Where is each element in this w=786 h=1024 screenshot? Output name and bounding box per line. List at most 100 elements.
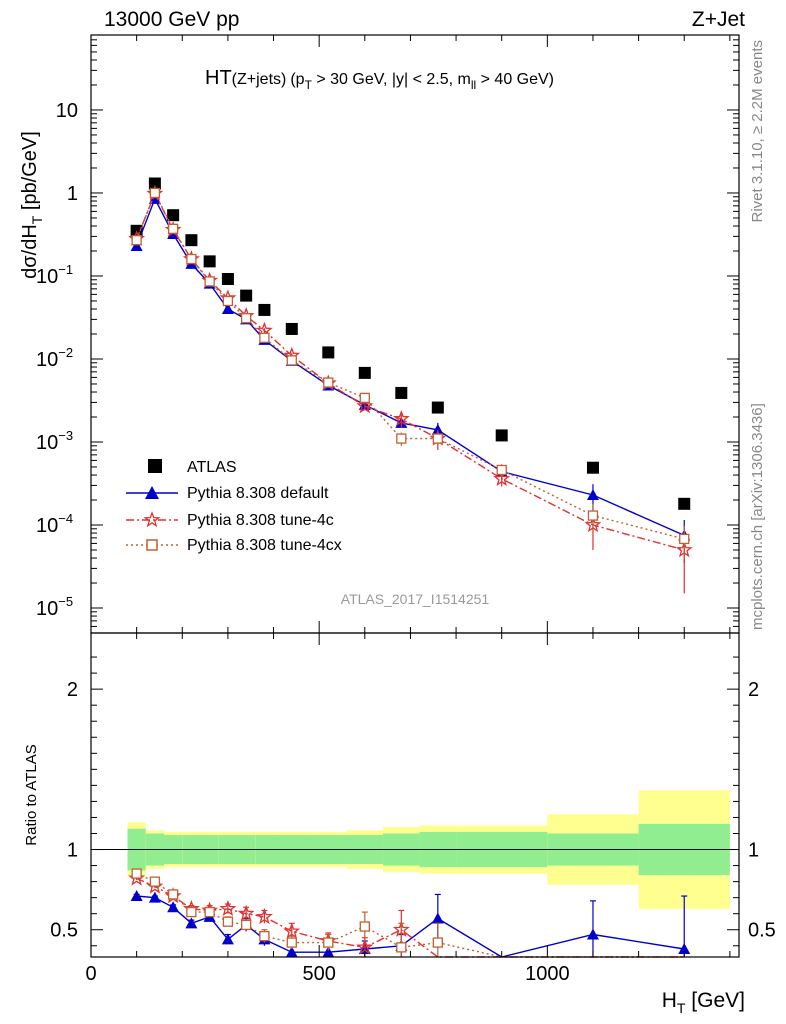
main-point-tune4cx	[259, 332, 270, 343]
legend-marker-tune4c	[143, 511, 161, 528]
main-y-tick-label: 10−3	[36, 428, 73, 454]
main-point-default	[148, 192, 161, 204]
x-axis-label: HT [GeV]	[662, 989, 745, 1016]
ratio-point-tune4cx	[359, 921, 370, 932]
main-y-label-sub: T	[29, 215, 45, 224]
tick-base: 10	[36, 266, 58, 288]
legend-marker-default	[145, 486, 159, 499]
main-point-tune4cx	[359, 392, 370, 404]
main-line-default	[135, 197, 685, 537]
main-point-tune4c	[493, 469, 511, 486]
main-point-tune4cx	[186, 253, 197, 265]
ratio-point-default	[431, 912, 444, 924]
ratio-point-default	[322, 946, 335, 958]
title-cond2: > 40 GeV)	[476, 71, 554, 88]
main-point-tune4cx	[323, 377, 334, 388]
title-pt-sub: T	[305, 78, 313, 92]
ratio-line-tune4cx	[136, 872, 685, 958]
ratio-point-default	[185, 917, 198, 929]
main-point-default	[130, 239, 143, 251]
main-point-tune4cx	[286, 355, 297, 366]
main-point-tune4cx	[587, 510, 599, 521]
x-label-h: H	[662, 989, 677, 1012]
legend-marker-tune4cx	[146, 539, 158, 551]
main-point-atlas	[240, 289, 253, 302]
ratio-point-tune4cx	[396, 942, 407, 953]
ratio-point-tune4cx	[204, 906, 215, 918]
main-point-tune4cx	[679, 533, 690, 545]
tick-exponent: −1	[58, 262, 73, 277]
main-point-tune4c	[356, 397, 374, 414]
rivet-label: Rivet 3.1.10, ≥ 2.2M events	[749, 40, 766, 223]
analysis-id: ATLAS_2017_I1514251	[341, 591, 490, 607]
x-tick-label: 500	[302, 963, 335, 985]
ratio-point-default	[586, 928, 599, 940]
ratio-y-tick-label-right: 1	[748, 840, 759, 862]
ratio-y-tick-label: 0.5	[50, 920, 78, 942]
ratio-y-label: Ratio to ATLAS	[23, 744, 40, 845]
ratio-point-tune4cx	[131, 868, 142, 879]
main-line-tune4cx	[135, 191, 685, 540]
ratio-y-tick-label: 2	[67, 679, 78, 701]
main-y-tick-label: 10−2	[36, 345, 73, 371]
ratio-point-tune4cx	[323, 937, 334, 948]
tick-exponent: −2	[58, 345, 73, 360]
ratio-panel: 0.5 0.5 1 1 2 2 0 500 1000 Ratio to ATLAS HT [Ge…	[23, 632, 776, 1016]
title-cond1: > 30 GeV, |y| < 2.5, m	[312, 71, 471, 88]
main-marks	[128, 177, 693, 594]
legend: ATLAS Pythia 8.308 default Pythia 8.308 …	[126, 459, 342, 554]
tick-exponent: −5	[58, 594, 73, 609]
x-tick-label: 0	[85, 963, 96, 985]
main-point-tune4c	[392, 410, 410, 426]
main-point-atlas	[358, 366, 371, 379]
main-point-atlas	[167, 209, 180, 222]
ratio-point-tune4c	[237, 904, 255, 921]
main-y-tick-label: 10−5	[36, 594, 73, 620]
main-y-label-text: dσ/dH	[19, 224, 41, 279]
main-y-tick-label: 10	[56, 100, 78, 122]
ratio-point-tune4cx	[222, 916, 234, 927]
ratio-point-default	[130, 890, 143, 902]
main-point-tune4cx	[204, 276, 215, 287]
plot-title: HT(Z+jets) (pT > 30 GeV, |y| < 2.5, mll >…	[205, 67, 554, 92]
ratio-frame	[90, 632, 740, 958]
main-y-tick-label: 10−4	[36, 511, 73, 537]
tick-base: 10	[36, 598, 58, 620]
main-point-atlas	[678, 497, 691, 510]
ratio-line-default	[136, 895, 685, 958]
main-y-label: dσ/dHT [pb/GeV]	[19, 131, 45, 279]
ratio-point-tune4cx	[149, 876, 161, 887]
title-ll-sub: ll	[471, 78, 476, 92]
legend-star-shape	[143, 511, 161, 528]
title-ht: HT	[205, 67, 232, 89]
main-point-atlas	[431, 401, 444, 414]
ratio-marks	[128, 868, 691, 958]
tick-base: 1	[67, 183, 78, 205]
main-point-default	[431, 423, 444, 435]
ratio-point-default	[221, 933, 234, 945]
tick-exponent: −4	[58, 511, 73, 526]
legend-label-tune4cx: Pythia 8.308 tune-4cx	[187, 537, 342, 554]
ratio-point-tune4cx	[259, 930, 270, 942]
energy-label: 13000 GeV pp	[104, 8, 239, 31]
title-paren: (p	[290, 71, 304, 88]
ratio-point-tune4c	[356, 938, 374, 955]
ratio-point-default	[167, 901, 180, 913]
ratio-point-tune4c	[256, 908, 273, 925]
mcplots-label: mcplots.cern.ch [arXiv:1306.3436]	[749, 403, 766, 630]
ratio-point-tune4cx	[167, 889, 179, 900]
main-point-default	[221, 303, 234, 315]
tick-base: 10	[36, 515, 58, 537]
ratio-y-tick-label-right: 0.5	[748, 920, 776, 942]
legend-label-default: Pythia 8.308 default	[187, 485, 329, 502]
main-point-atlas	[258, 303, 271, 316]
ratio-point-default	[148, 891, 161, 903]
main-point-tune4cx	[496, 464, 507, 476]
main-point-tune4cx	[222, 295, 234, 307]
ratio-ticks: 0.5 0.5 1 1 2 2 0 500 1000	[50, 633, 776, 985]
legend-marker-atlas	[148, 459, 162, 473]
ratio-point-tune4c	[283, 922, 301, 939]
main-point-atlas	[495, 429, 508, 442]
